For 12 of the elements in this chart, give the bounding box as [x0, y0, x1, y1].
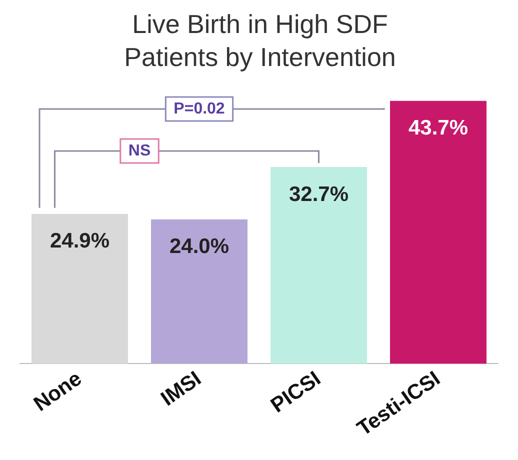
- data-label: 32.7%: [288, 182, 349, 206]
- data-label: 24.9%: [50, 230, 110, 253]
- annotation: NS: [128, 142, 151, 160]
- x-tick-label: IMSI: [156, 367, 206, 411]
- bar: [32, 214, 128, 364]
- data-label: 43.7%: [408, 116, 468, 140]
- data-label: 24.0%: [169, 235, 230, 258]
- annotation: P=0.02: [174, 100, 225, 118]
- bar: [270, 166, 367, 364]
- bar: [390, 100, 486, 364]
- chart-title: Live Birth in High SDF Patients by Intervention: [123, 8, 397, 73]
- bar: [151, 219, 248, 364]
